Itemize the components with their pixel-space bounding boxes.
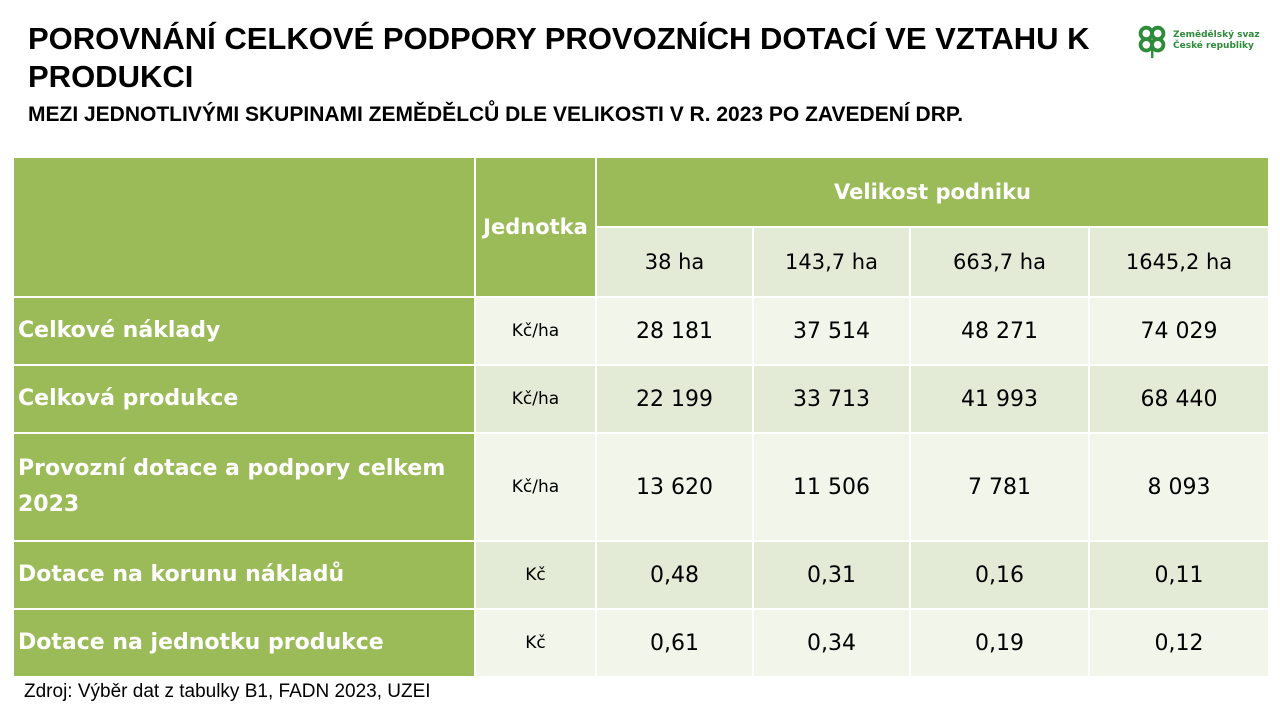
logo-text: Zemědělský svaz České republiky xyxy=(1173,30,1260,52)
page-subtitle: MEZI JEDNOTLIVÝMI SKUPINAMI ZEMĚDĚLCŮ DL… xyxy=(28,103,964,126)
value-cell: 8 093 xyxy=(1087,432,1271,542)
size-column-header: 143,7 ha xyxy=(752,226,911,298)
value-cell: 0,19 xyxy=(909,608,1090,678)
row-label: Celkové náklady xyxy=(12,296,476,366)
value-cell: 0,34 xyxy=(752,608,911,678)
value-cell: 74 029 xyxy=(1087,296,1271,366)
value-cell: 0,48 xyxy=(595,540,754,610)
value-cell: 0,12 xyxy=(1087,608,1271,678)
row-label: Dotace na jednotku produkce xyxy=(12,608,476,678)
value-cell: 48 271 xyxy=(909,296,1090,366)
row-label: Dotace na korunu nákladů xyxy=(12,540,476,610)
row-label: Celková produkce xyxy=(12,364,476,434)
row-unit: Kč/ha xyxy=(474,432,597,542)
table-row: Dotace na korunu nákladů Kč 0,48 0,31 0,… xyxy=(12,540,1271,610)
table-row: Dotace na jednotku produkce Kč 0,61 0,34… xyxy=(12,608,1271,678)
table-row: Celkové náklady Kč/ha 28 181 37 514 48 2… xyxy=(12,296,1271,366)
value-cell: 68 440 xyxy=(1087,364,1271,434)
size-column-header: 1645,2 ha xyxy=(1087,226,1271,298)
table-row: Provozní dotace a podpory celkem 2023 Kč… xyxy=(12,432,1271,542)
value-cell: 41 993 xyxy=(909,364,1090,434)
corner-header-cell xyxy=(12,156,476,298)
row-label: Provozní dotace a podpory celkem 2023 xyxy=(12,432,476,542)
value-cell: 0,31 xyxy=(752,540,911,610)
row-unit: Kč/ha xyxy=(474,364,597,434)
value-cell: 0,11 xyxy=(1087,540,1271,610)
four-leaf-clover-icon xyxy=(1138,25,1166,59)
unit-column-header: Jednotka xyxy=(474,156,597,298)
value-cell: 33 713 xyxy=(752,364,911,434)
row-unit: Kč/ha xyxy=(474,296,597,366)
size-column-header: 38 ha xyxy=(595,226,754,298)
row-unit: Kč xyxy=(474,608,597,678)
value-cell: 22 199 xyxy=(595,364,754,434)
value-cell: 28 181 xyxy=(595,296,754,366)
value-cell: 7 781 xyxy=(909,432,1090,542)
value-cell: 0,16 xyxy=(909,540,1090,610)
logo-line-1: Zemědělský svaz xyxy=(1173,30,1260,40)
value-cell: 13 620 xyxy=(595,432,754,542)
value-cell: 11 506 xyxy=(752,432,911,542)
size-column-header: 663,7 ha xyxy=(909,226,1090,298)
value-cell: 37 514 xyxy=(752,296,911,366)
comparison-table: Jednotka Velikost podniku 38 ha 143,7 ha… xyxy=(12,156,1271,678)
table-row: Celková produkce Kč/ha 22 199 33 713 41 … xyxy=(12,364,1271,434)
row-unit: Kč xyxy=(474,540,597,610)
logo-line-2: České republiky xyxy=(1173,41,1254,51)
source-note: Zdroj: Výběr dat z tabulky B1, FADN 2023… xyxy=(24,681,431,702)
value-cell: 0,61 xyxy=(595,608,754,678)
size-group-header: Velikost podniku xyxy=(594,156,1271,228)
page-title: POROVNÁNÍ CELKOVÉ PODPORY PROVOZNÍCH DOT… xyxy=(28,21,1090,94)
logo: Zemědělský svaz České republiky xyxy=(1133,20,1273,62)
